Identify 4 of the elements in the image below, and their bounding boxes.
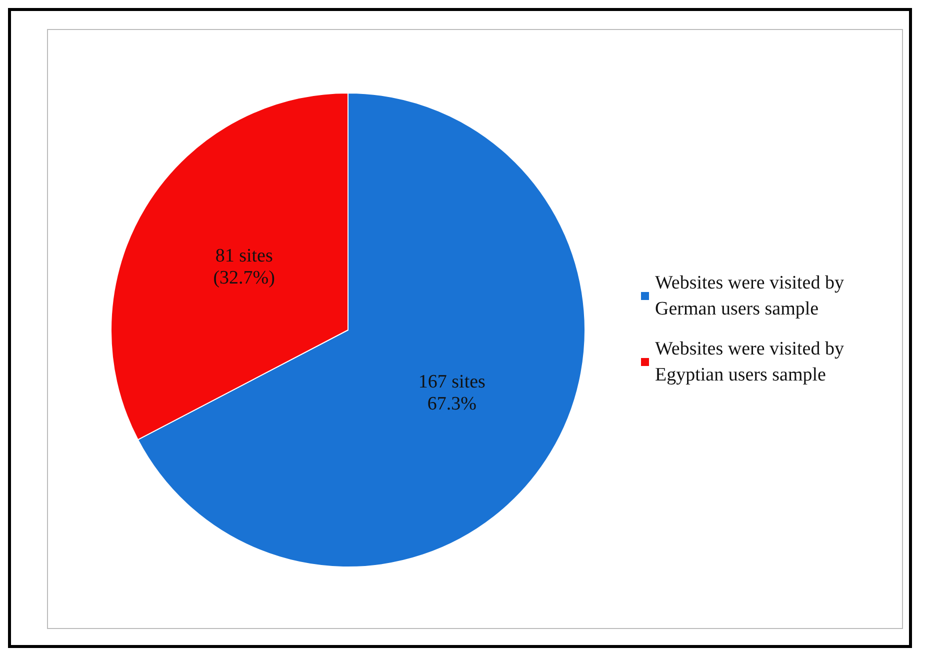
data-label: 167 sites 67.3%: [418, 371, 486, 414]
legend-label: Websites were visited by German users sample: [655, 272, 849, 320]
legend-label: Websites were visited by Egyptian users sample: [655, 338, 849, 386]
data-label: 81 sites (32.7%): [213, 246, 275, 289]
